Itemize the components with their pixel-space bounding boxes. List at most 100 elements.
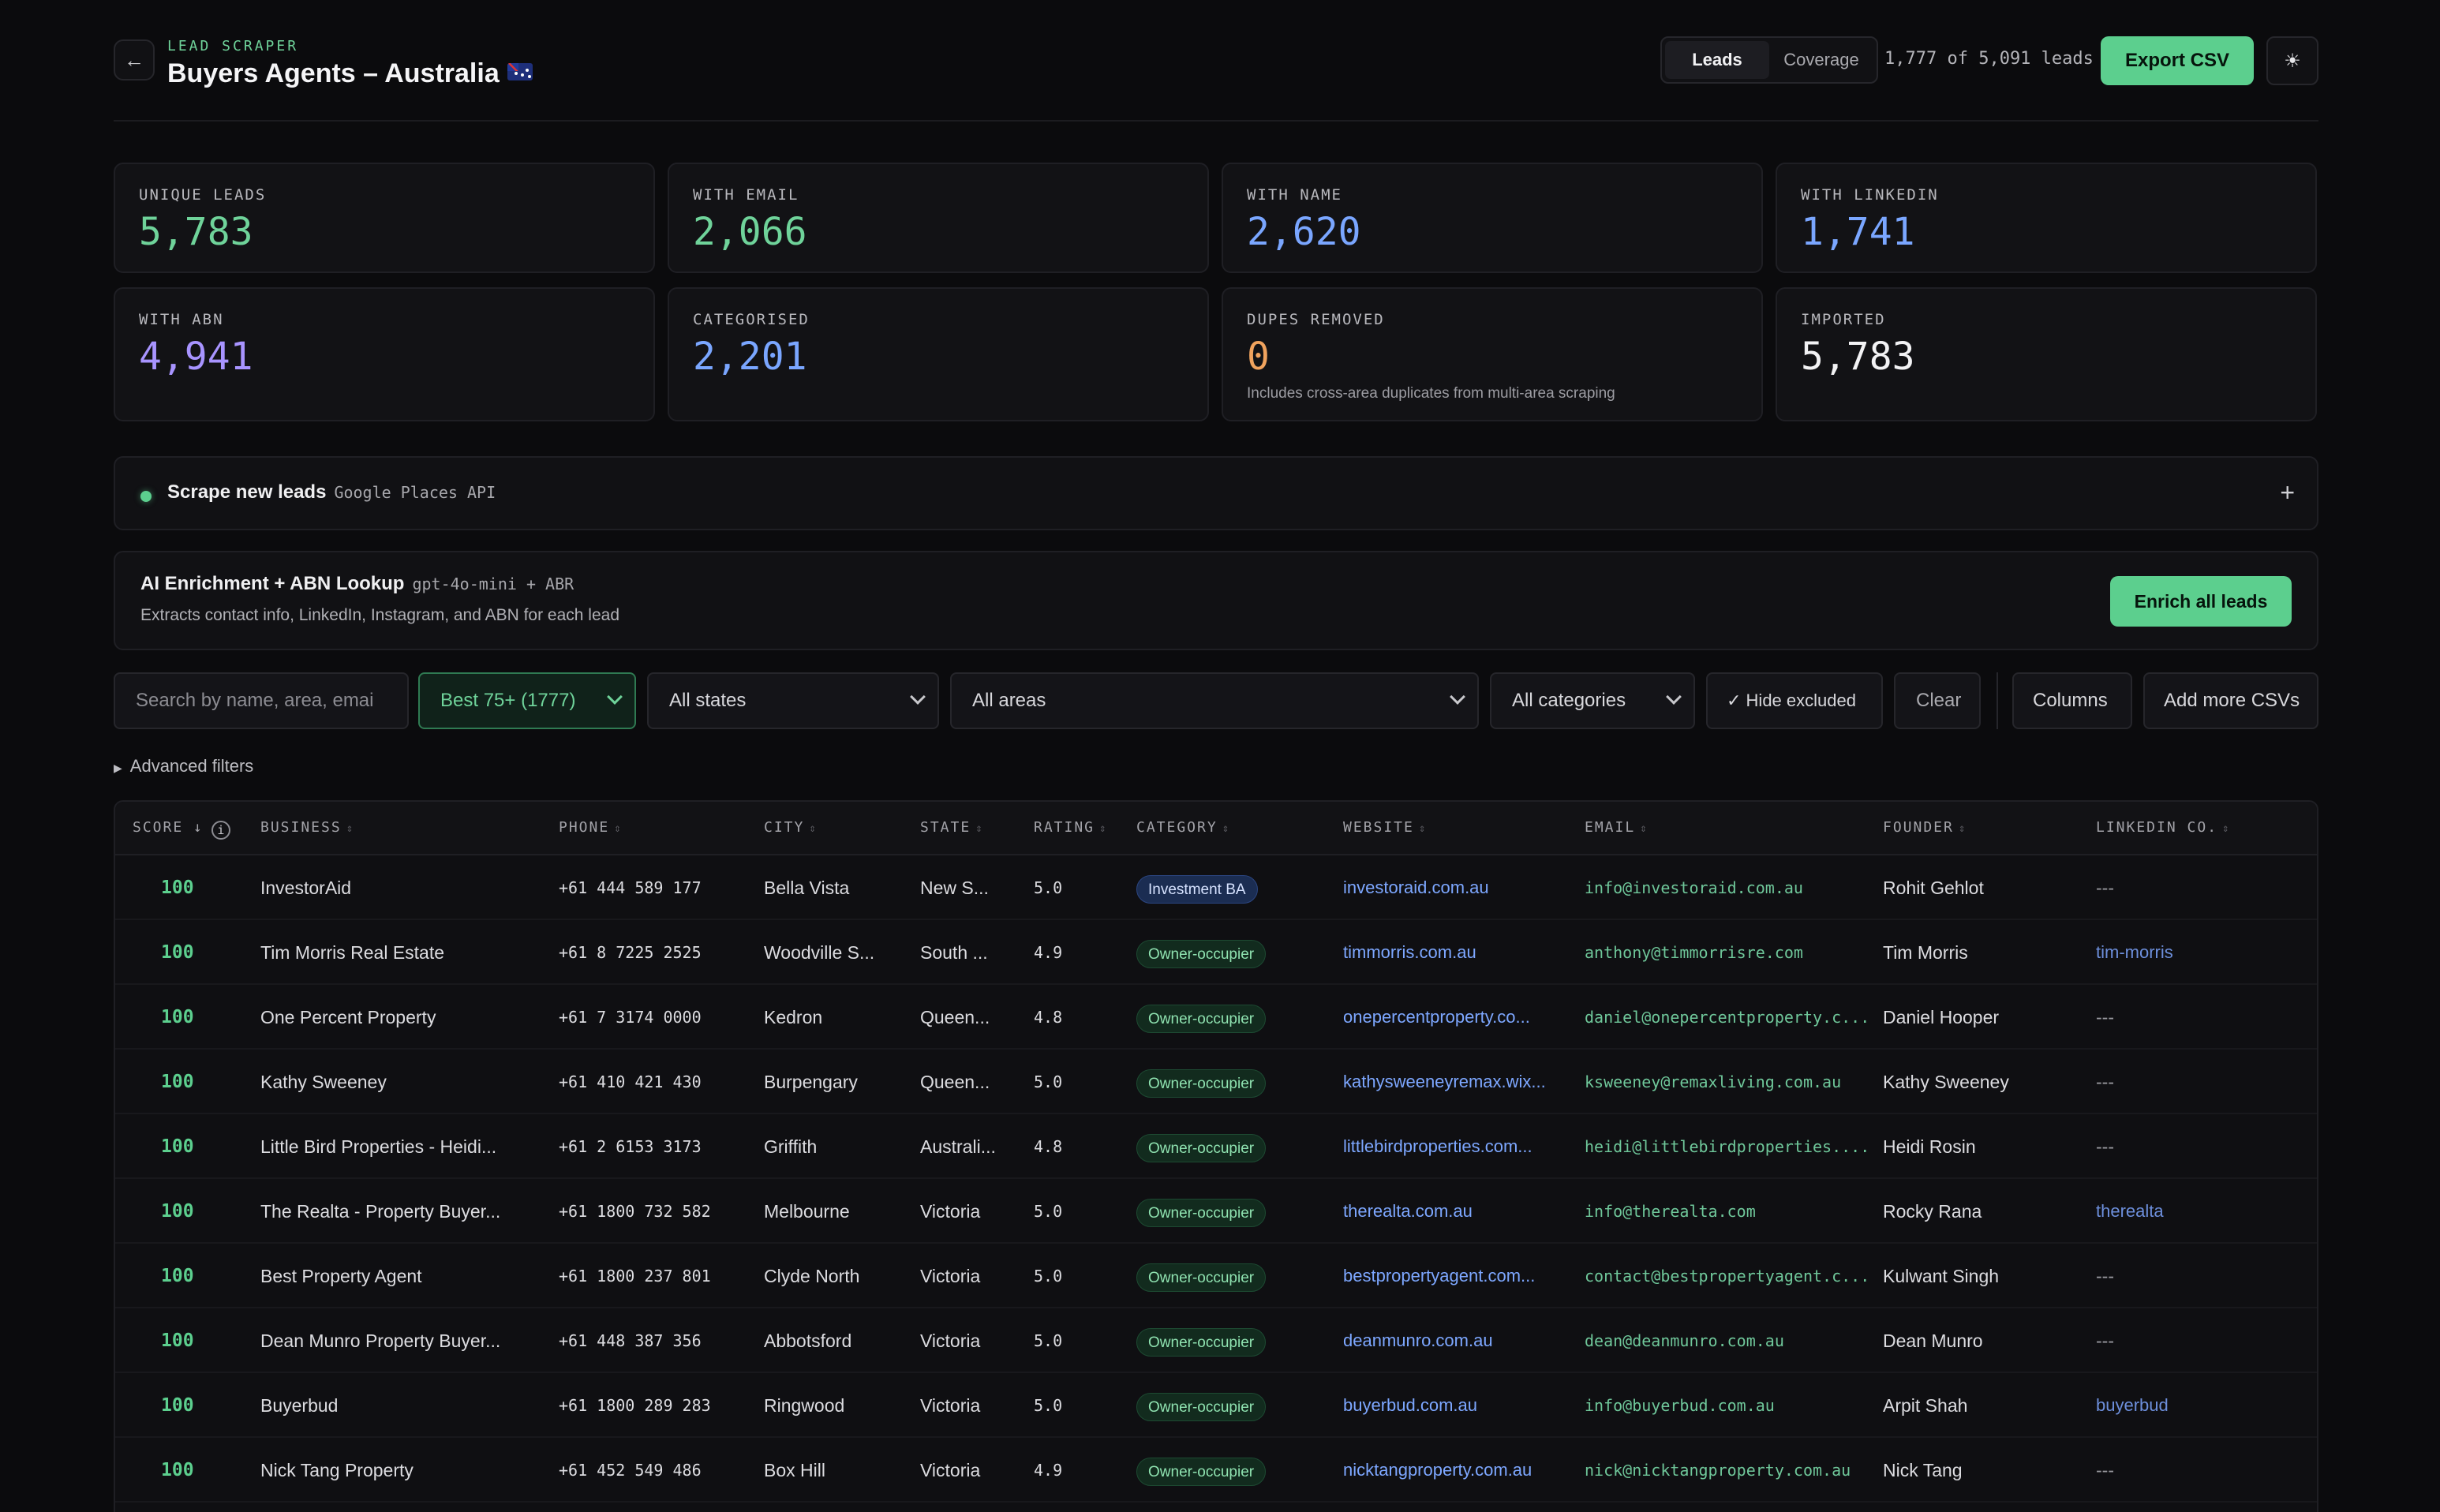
linkedin-cell[interactable]: buyerbud [2096,1395,2169,1415]
sort-icon: ⇕ [975,822,984,835]
website-cell[interactable]: kathysweeneyremax.wix... [1343,1072,1546,1091]
email-cell[interactable]: info@buyerbud.com.au [1585,1396,1775,1415]
phone-cell: +61 1800 289 283 [559,1396,711,1415]
scrape-title-wrap: Scrape new leads Google Places API [167,481,496,503]
founder-cell: Rohit Gehlot [1883,878,1984,898]
score-cell: 100 [161,1007,194,1027]
tab-leads[interactable]: Leads [1665,41,1769,79]
business-cell: One Percent Property [260,1007,436,1027]
state-filter-select[interactable]: All states [647,672,939,729]
business-cell: Tim Morris Real Estate [260,942,445,963]
add-csvs-button[interactable]: Add more CSVs [2143,672,2318,729]
sort-icon: ⇕ [1640,822,1648,835]
back-button[interactable]: ← [114,39,155,80]
website-cell[interactable]: investoraid.com.au [1343,878,1489,897]
table-row[interactable]: 100 Little Bird Properties - Heidi... +61 … [115,1114,2317,1179]
col-rating[interactable]: RATING ⇕ [1034,819,1107,836]
state-cell: Victoria [920,1460,981,1480]
score-filter-select[interactable]: Best 75+ (1777) [418,672,636,729]
info-icon[interactable]: i [211,821,230,840]
area-filter-select[interactable]: All areas [950,672,1479,729]
city-cell: Kedron [764,1007,823,1027]
website-cell[interactable]: bestpropertyagent.com... [1343,1266,1536,1286]
status-dot [140,491,152,502]
col-business[interactable]: BUSINESS ⇕ [260,819,354,836]
website-cell[interactable]: timmorris.com.au [1343,942,1476,962]
stat-card: UNIQUE LEADS 5,783 [114,163,655,273]
theme-toggle-button[interactable]: ☀ [2266,36,2318,85]
business-cell: InvestorAid [260,878,352,898]
col-linkedin[interactable]: LINKEDIN CO. ⇕ [2096,819,2230,836]
advanced-filters-label: Advanced filters [129,756,254,776]
table-header: SCORE ↓ i BUSINESS ⇕ PHONE ⇕ CITY ⇕ STATE ⇕ R… [115,802,2317,855]
col-website[interactable]: WEBSITE ⇕ [1343,819,1427,836]
website-cell[interactable]: nicktangproperty.com.au [1343,1460,1532,1480]
tab-coverage[interactable]: Coverage [1783,50,1859,69]
linkedin-cell[interactable]: tim-morris [2096,942,2173,962]
rating-cell: 4.9 [1034,1461,1063,1480]
col-state[interactable]: STATE ⇕ [920,819,984,836]
email-cell[interactable]: nick@nicktangproperty.com.au [1585,1461,1851,1480]
advanced-filters-toggle[interactable]: ▶ Advanced filters [114,756,253,777]
table-row[interactable]: 100 Dean Munro Property Buyer... +61 448 3… [115,1308,2317,1373]
search-input[interactable]: Search by name, area, emai [114,672,409,729]
rating-cell: 5.0 [1034,1331,1063,1350]
stat-card: WITH ABN 4,941 [114,287,655,421]
linkedin-cell[interactable]: therealta [2096,1201,2164,1221]
table-row[interactable]: 100 Best Property Agent +61 1800 237 801 Cl… [115,1244,2317,1308]
phone-cell: +61 1800 237 801 [559,1267,711,1286]
enrich-panel: AI Enrichment + ABN Lookup gpt-4o-mini + … [114,551,2318,650]
col-phone[interactable]: PHONE ⇕ [559,819,623,836]
table-row[interactable]: 100 Nick Tang Property +61 452 549 486 Box … [115,1438,2317,1503]
website-cell[interactable]: littlebirdproperties.com... [1343,1136,1532,1156]
table-row[interactable]: 100 One Percent Property +61 7 3174 0000 Ke… [115,985,2317,1050]
email-cell[interactable]: contact@bestpropertyagent.c... [1585,1267,1869,1286]
founder-cell: Tim Morris [1883,942,1968,963]
category-badge: Owner-occupier [1136,1392,1267,1421]
email-cell[interactable]: dean@deanmunro.com.au [1585,1331,1784,1350]
sort-icon: ⇕ [1958,822,1967,835]
email-cell[interactable]: info@investoraid.com.au [1585,878,1803,897]
email-cell[interactable]: ksweeney@remaxliving.com.au [1585,1072,1842,1091]
export-csv-button[interactable]: Export CSV [2101,36,2254,85]
clear-button[interactable]: Clear [1894,672,1981,729]
stat-label: WITH ABN [139,311,224,328]
table-row[interactable]: 100 Tim Morris Real Estate +61 8 7225 2525… [115,920,2317,985]
linkedin-cell: --- [2096,1007,2114,1027]
business-cell: Buyerbud [260,1395,339,1416]
score-cell: 100 [161,878,194,898]
col-city[interactable]: CITY ⇕ [764,819,818,836]
category-cell: Owner-occupier [1136,985,1334,1050]
table-row[interactable]: 100 Kathy Sweeney +61 410 421 430 Burpengar… [115,1050,2317,1114]
table-row[interactable]: 100 The Realta - Property Buyer... +61 180… [115,1179,2317,1244]
table-row[interactable]: 100 InvestorAid +61 444 589 177 Bella Vista… [115,855,2317,920]
table-row[interactable]: 100 Buyerbud +61 1800 289 283 Ringwood Victo… [115,1373,2317,1438]
columns-button[interactable]: Columns [2012,672,2132,729]
email-cell[interactable]: daniel@onepercentproperty.c... [1585,1008,1869,1027]
col-founder[interactable]: FOUNDER ⇕ [1883,819,1967,836]
city-cell: Clyde North [764,1266,860,1286]
plus-icon[interactable]: + [2280,478,2295,507]
chevron-down-icon [607,689,623,705]
email-cell[interactable]: info@therealta.com [1585,1202,1756,1221]
rating-cell: 5.0 [1034,1267,1063,1286]
score-cell: 100 [161,1460,194,1480]
stat-card: WITH LINKEDIN 1,741 [1776,163,2317,273]
website-cell[interactable]: onepercentproperty.co... [1343,1007,1530,1027]
hide-excluded-toggle[interactable]: ✓ Hide excluded [1706,672,1883,729]
col-email[interactable]: EMAIL ⇕ [1585,819,1648,836]
enrich-title: AI Enrichment + ABN Lookup [140,573,405,594]
enrich-all-button[interactable]: Enrich all leads [2110,576,2292,627]
filter-divider [1997,672,1998,729]
col-category[interactable]: CATEGORY ⇕ [1136,819,1230,836]
col-business-label: BUSINESS [260,819,342,836]
email-cell[interactable]: heidi@littlebirdproperties.... [1585,1137,1869,1156]
sort-icon: ⇕ [1222,822,1231,835]
website-cell[interactable]: buyerbud.com.au [1343,1395,1477,1415]
col-score[interactable]: SCORE ↓ i [133,819,230,840]
website-cell[interactable]: therealta.com.au [1343,1201,1473,1221]
scrape-panel[interactable]: Scrape new leads Google Places API + [114,456,2318,530]
category-filter-select[interactable]: All categories [1490,672,1695,729]
email-cell[interactable]: anthony@timmorrisre.com [1585,943,1803,962]
website-cell[interactable]: deanmunro.com.au [1343,1330,1493,1350]
